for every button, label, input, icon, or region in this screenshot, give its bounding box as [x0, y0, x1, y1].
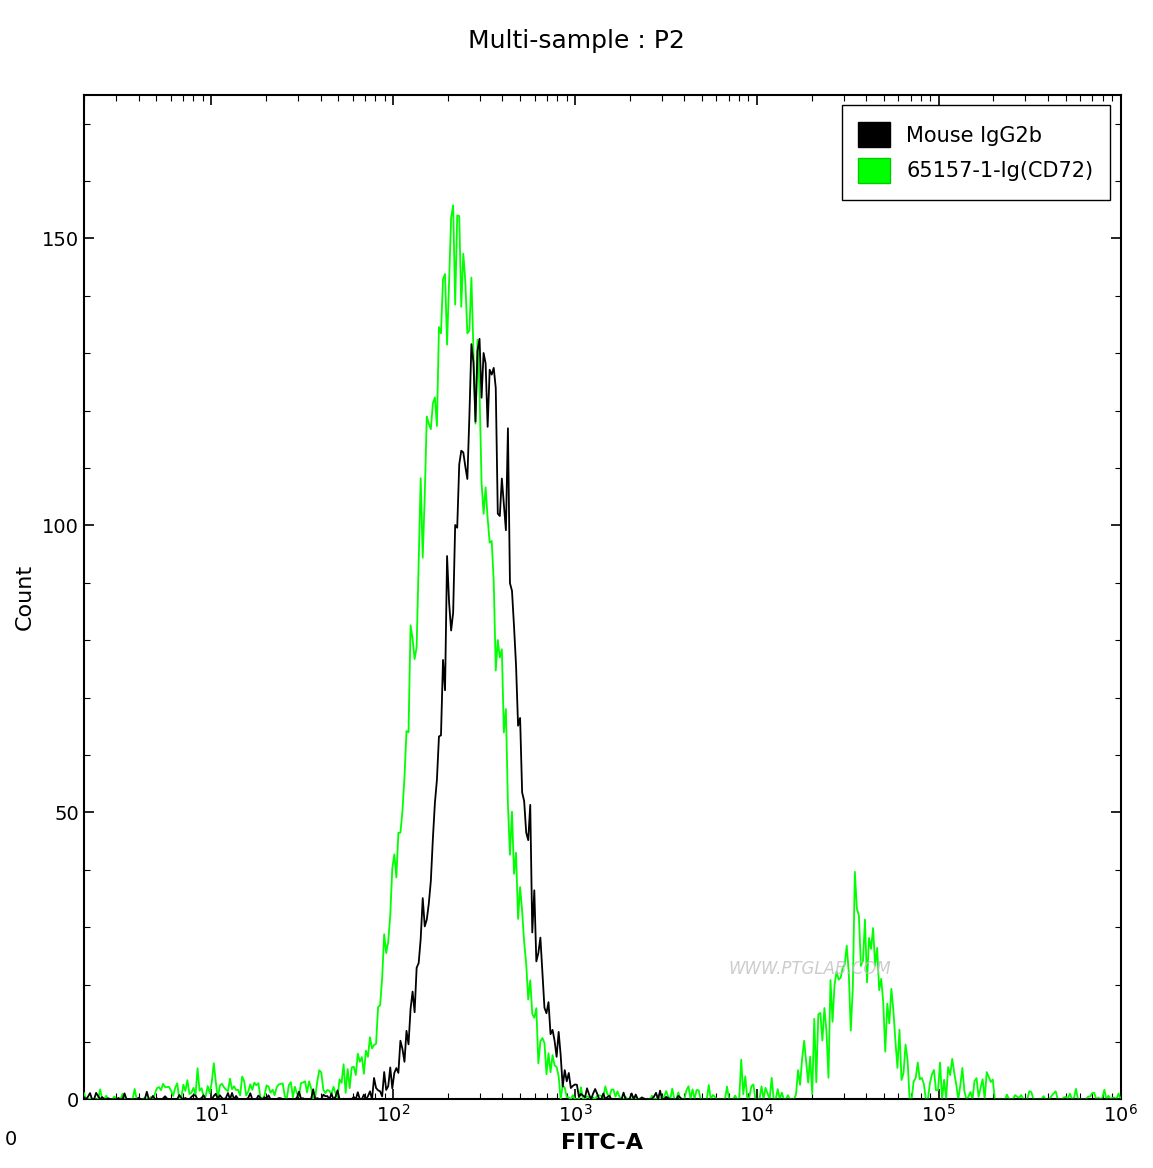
X-axis label: FITC-A: FITC-A — [562, 1133, 643, 1153]
Text: 0: 0 — [6, 1129, 17, 1149]
Legend: Mouse IgG2b, 65157-1-Ig(CD72): Mouse IgG2b, 65157-1-Ig(CD72) — [842, 105, 1110, 200]
Text: Multi-sample : P2: Multi-sample : P2 — [468, 29, 685, 54]
Text: WWW.PTGLAB.COM: WWW.PTGLAB.COM — [729, 960, 891, 978]
Y-axis label: Count: Count — [15, 564, 35, 631]
